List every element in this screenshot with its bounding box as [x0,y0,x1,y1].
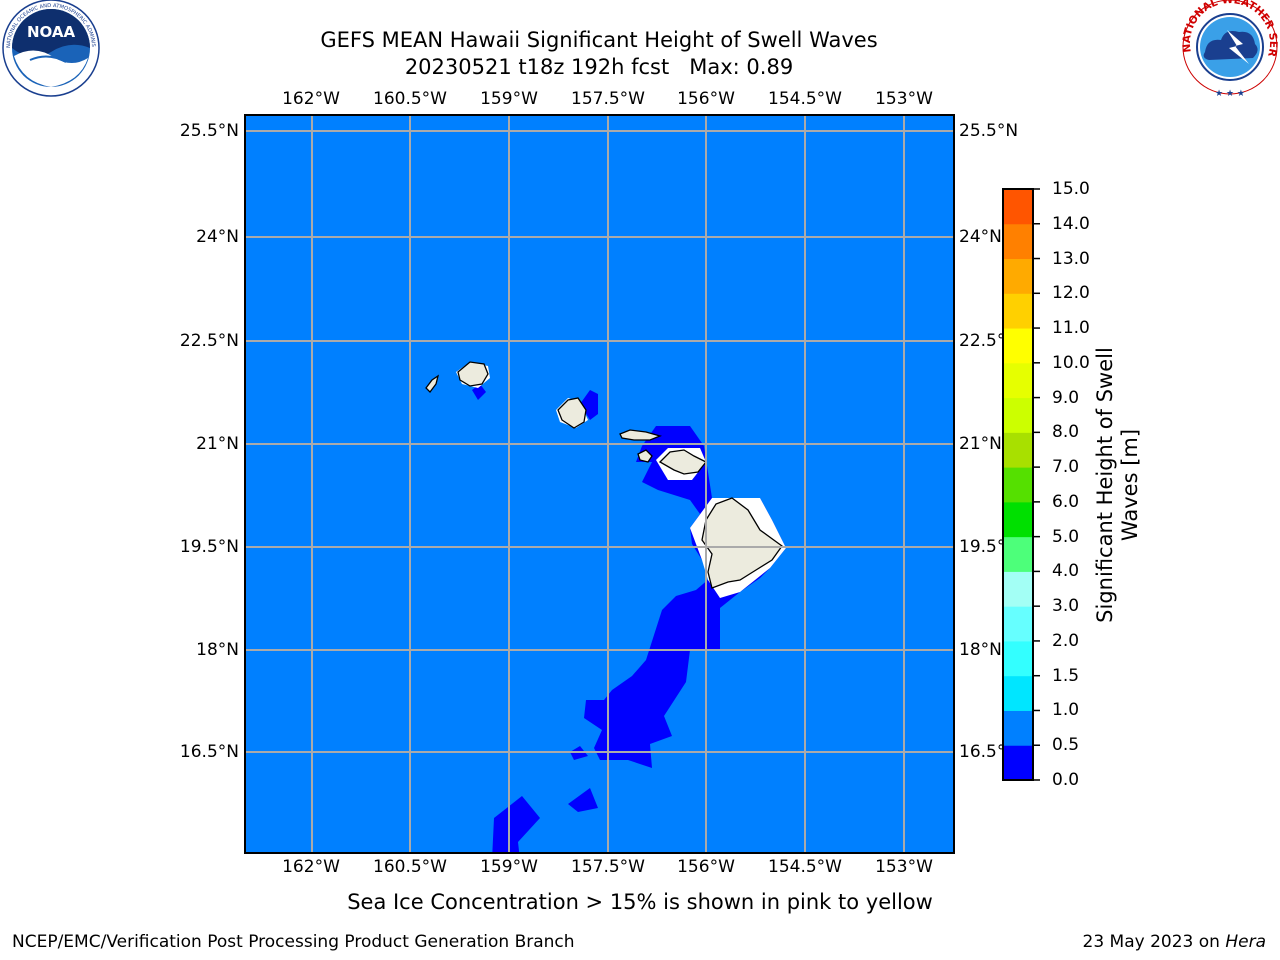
lat-label-left: 22.5°N [179,331,239,351]
ocean-swell-0.5-1.0 [245,115,954,853]
lat-label-left: 19.5°N [179,537,239,557]
swell-0.0-0.5-region [472,384,786,853]
lon-label-bottom: 160.5°W [373,857,447,877]
lat-label-right: 22.5°N [959,331,1019,351]
colorbar-band [1003,571,1033,607]
colorbar-tick-label: 2.0 [1052,630,1080,651]
sea-ice-note: Sea Ice Concentration > 15% is shown in … [0,890,1280,914]
lon-label-top: 159°W [480,89,538,109]
lon-label-top: 153°W [875,89,933,109]
colorbar-tick-label: 0.5 [1052,735,1080,756]
island-hawaii [701,497,783,589]
island-oahu [557,397,587,429]
forecast-label: 20230521 t18z 192h fcst [404,55,670,79]
chart-title: GEFS MEAN Hawaii Significant Height of S… [320,28,878,52]
lon-label-top: 156°W [677,89,735,109]
colorbar-band [1003,606,1033,642]
colorbar-tick-label: 10.0 [1052,352,1090,373]
lat-label-left: 21°N [196,434,239,454]
land-white-mask [456,362,786,598]
footer-machine: Hera [1225,932,1266,952]
islands [425,361,783,589]
colorbar-band [1003,362,1033,399]
island-niihau [425,374,440,393]
island-kauai [457,361,489,387]
colorbar-band [1003,710,1033,746]
colorbar-tick-label: 12.0 [1052,283,1090,304]
lat-label-right: 16.5°N [959,742,1019,762]
lon-label-bottom: 159°W [480,857,538,877]
colorbar-band [1003,258,1033,294]
colorbar-tick-label: 3.0 [1052,596,1080,617]
lat-label-right: 25.5°N [959,121,1019,141]
colorbar-frame [1002,188,1034,781]
lon-label-top: 154.5°W [768,89,842,109]
lon-label-bottom: 153°W [875,857,933,877]
lat-label-right: 24°N [959,227,1002,247]
colorbar-tick-label: 5.0 [1052,526,1080,547]
footer-date-text: 23 May 2023 on [1082,932,1226,952]
colorbar-tick-label: 8.0 [1052,422,1080,443]
map-gridlines [245,115,954,853]
colorbar-band [1003,432,1033,468]
colorbar-band [1003,189,1033,225]
colorbar-tick-label: 14.0 [1052,213,1090,234]
lat-label-left: 24°N [196,227,239,247]
noaa-logo: NOAA NATIONAL OCEANIC AND ATMOSPHERIC AD… [0,0,100,97]
colorbar-tick-label: 13.0 [1052,248,1090,269]
colorbar-band [1003,467,1033,503]
colorbar-tick-label: 0.0 [1052,770,1080,790]
lon-label-bottom: 154.5°W [768,857,842,877]
colorbar-tick-label: 11.0 [1052,318,1090,339]
lat-label-right: 19.5°N [959,537,1019,557]
nws-stars: ★ ★ ★ [1215,89,1245,99]
colorbar-tick-label: 6.0 [1052,491,1080,512]
footer-date: 23 May 2023 on Hera [1083,932,1267,952]
lat-label-left: 16.5°N [179,742,239,762]
lon-label-top: 157.5°W [571,89,645,109]
colorbar-band [1003,640,1033,677]
map-frame [244,114,955,854]
footer-branch: NCEP/EMC/Verification Post Processing Pr… [12,932,575,952]
colorbar-band [1003,397,1033,433]
island-lanai [637,449,653,463]
colorbar-tick-label: 15.0 [1052,179,1090,199]
island-maui [658,449,708,475]
lat-label-left: 18°N [196,640,239,660]
island-molokai [619,429,663,441]
lon-label-top: 162°W [282,89,340,109]
colorbar-band [1003,675,1033,711]
lon-label-bottom: 157.5°W [571,857,645,877]
lon-label-bottom: 156°W [677,857,735,877]
lat-label-left: 25.5°N [179,121,239,141]
colorbar-tick-label: 1.0 [1052,700,1080,721]
colorbar-tick-label: 9.0 [1052,387,1080,408]
nws-logo: NATIONAL WEATHER SERVICE ★ ★ ★ [1177,0,1279,99]
colorbar-band [1003,223,1033,260]
colorbar-tick-label: 1.5 [1052,665,1080,686]
lon-label-bottom: 162°W [282,857,340,877]
colorbar-tick-label: 7.0 [1052,457,1080,478]
max-label: Max: 0.89 [689,55,794,79]
colorbar-band [1003,501,1033,538]
colorbar-title: Significant Height of Swell Waves [m] [1093,347,1142,623]
lat-label-right: 18°N [959,640,1002,660]
noaa-logo-text: NOAA [27,23,76,41]
colorbar-band [1003,293,1033,329]
sea-ice-note-text: Sea Ice Concentration > 15% is shown in … [347,890,933,914]
chart-subtitle: 20230521 t18z 192h fcst Max: 0.89 [0,54,1198,80]
lat-label-right: 21°N [959,434,1002,454]
lon-label-top: 160.5°W [373,89,447,109]
colorbar-tick-label: 4.0 [1052,561,1080,582]
